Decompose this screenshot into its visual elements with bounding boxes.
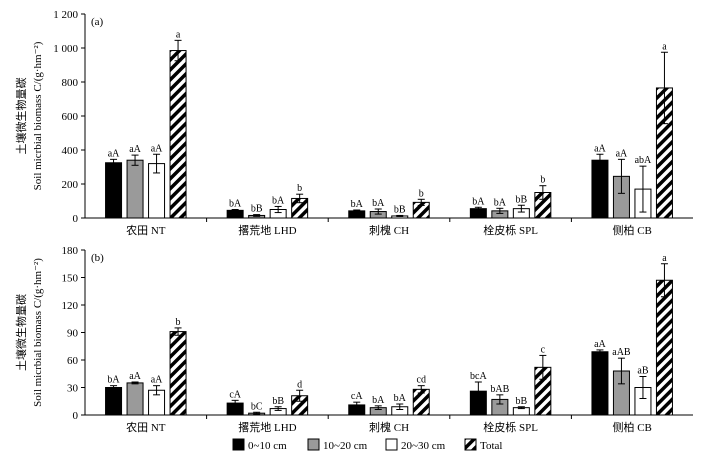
x-tick-label: 撂荒地 LHD (238, 223, 296, 237)
bar-total (169, 50, 187, 219)
y-tick-label: 0 (73, 213, 79, 225)
legend-item-total: Total (464, 438, 502, 452)
significance-letter: c (541, 344, 546, 355)
x-tick-label: 撂荒地 LHD (238, 420, 296, 434)
chart-panel-b: 0 30 60 90 120 150 180 (b) 土壤微生物量碳 Soil micrbial … (14, 245, 693, 434)
significance-letter: bB (272, 396, 284, 407)
significance-letter: cd (417, 375, 426, 386)
significance-letter: cA (229, 389, 241, 400)
significance-letter: bA (372, 198, 385, 209)
significance-letter: aA (616, 148, 628, 159)
y-tick-label: 800 (62, 77, 79, 89)
significance-letter: bAB (490, 384, 509, 395)
y-axis-title-cn: 土壤微生物量碳 (14, 294, 28, 371)
y-tick-label: 60 (67, 355, 79, 367)
chart-panel-a: 0 200 400 600 800 1 000 1 200 (a) 土壤微生物量碳 Soil mi… (14, 9, 693, 237)
significance-letter: b (419, 188, 424, 199)
x-tick-label: 侧柏 CB (612, 420, 651, 434)
x-tick-label: 侧柏 CB (612, 223, 651, 237)
bar-total (655, 279, 673, 416)
significance-letter: a (176, 29, 181, 40)
bar-0-10cm (105, 387, 123, 416)
significance-letter: aB (637, 366, 648, 377)
bar-0-10cm (591, 159, 609, 219)
bar-0-10cm (105, 162, 123, 219)
significance-letter: bA (394, 393, 407, 404)
y-tick-label: 0 (73, 410, 79, 422)
panel-label: (b) (91, 252, 104, 264)
panel-label: (a) (91, 16, 104, 28)
significance-letter: aA (151, 375, 163, 386)
significance-letter: a (662, 253, 667, 264)
significance-letter: cA (351, 391, 363, 402)
svg-text:20~30 cm: 20~30 cm (401, 440, 446, 452)
significance-letter: aA (151, 143, 163, 154)
significance-letter: aA (108, 148, 120, 159)
significance-letter: bC (251, 401, 263, 412)
svg-text:Total: Total (480, 440, 502, 452)
significance-letter: bB (516, 396, 528, 407)
y-axis-title-en: Soil micrbial biomass C/(g·hm⁻²) (32, 41, 44, 190)
significance-letter: bA (472, 196, 485, 207)
significance-letter: bB (516, 194, 528, 205)
x-tick-label: 栓皮栎 SPL (483, 223, 538, 237)
y-tick-label: 90 (67, 328, 79, 340)
bar-total (169, 331, 187, 416)
y-axis-title-cn: 土壤微生物量碳 (14, 78, 28, 155)
y-tick-label: 150 (62, 273, 79, 285)
y-tick-label: 180 (62, 245, 79, 257)
y-tick-label: 30 (67, 383, 79, 395)
y-tick-label: 120 (62, 300, 79, 312)
significance-letter: abA (635, 155, 652, 166)
legend-item-0-10cm: 0~10 cm (232, 438, 287, 452)
bar-10-20cm (126, 382, 144, 416)
significance-letter: bcA (470, 371, 487, 382)
bar-10-20cm (126, 159, 144, 219)
x-tick-label: 刺槐 CH (369, 223, 409, 237)
significance-letter: aA (129, 371, 141, 382)
y-axis-title-en: Soil micrbial biomass C/(g·hm⁻²) (32, 258, 44, 407)
x-tick-label: 农田 NT (126, 223, 166, 237)
significance-letter: b (297, 183, 302, 194)
svg-text:0~10 cm: 0~10 cm (248, 440, 287, 452)
y-tick-label: 600 (62, 111, 79, 123)
significance-letter: b (176, 317, 181, 328)
significance-letter: bA (272, 195, 285, 206)
x-tick-label: 农田 NT (126, 420, 166, 434)
significance-letter: bA (372, 395, 385, 406)
significance-letter: bB (394, 204, 406, 215)
significance-letter: bA (351, 199, 364, 210)
significance-letter: aA (594, 339, 606, 350)
significance-letter: aAB (612, 347, 631, 358)
y-tick-label: 200 (62, 179, 79, 191)
y-tick-label: 1 000 (53, 43, 78, 55)
significance-letter: aA (594, 143, 606, 154)
significance-letter: b (540, 175, 545, 186)
significance-letter: bA (107, 375, 120, 386)
significance-letter: a (662, 41, 667, 52)
x-tick-label: 栓皮栎 SPL (483, 420, 538, 434)
significance-letter: aA (129, 144, 141, 155)
significance-letter: d (297, 379, 302, 390)
y-tick-label: 400 (62, 145, 79, 157)
significance-letter: bA (229, 199, 242, 210)
significance-letter: bB (251, 204, 263, 215)
bar-0-10cm (591, 351, 609, 416)
legend-item-10-20cm: 10~20 cm (307, 438, 368, 452)
significance-letter: bA (494, 197, 507, 208)
legend-item-20-30cm: 20~30 cm (385, 438, 446, 452)
x-tick-label: 刺槐 CH (369, 420, 409, 434)
y-tick-label: 1 200 (53, 9, 78, 21)
legend: 0~10 cm 10~20 cm 20~30 cm Total (232, 438, 502, 452)
svg-text:10~20 cm: 10~20 cm (323, 440, 368, 452)
